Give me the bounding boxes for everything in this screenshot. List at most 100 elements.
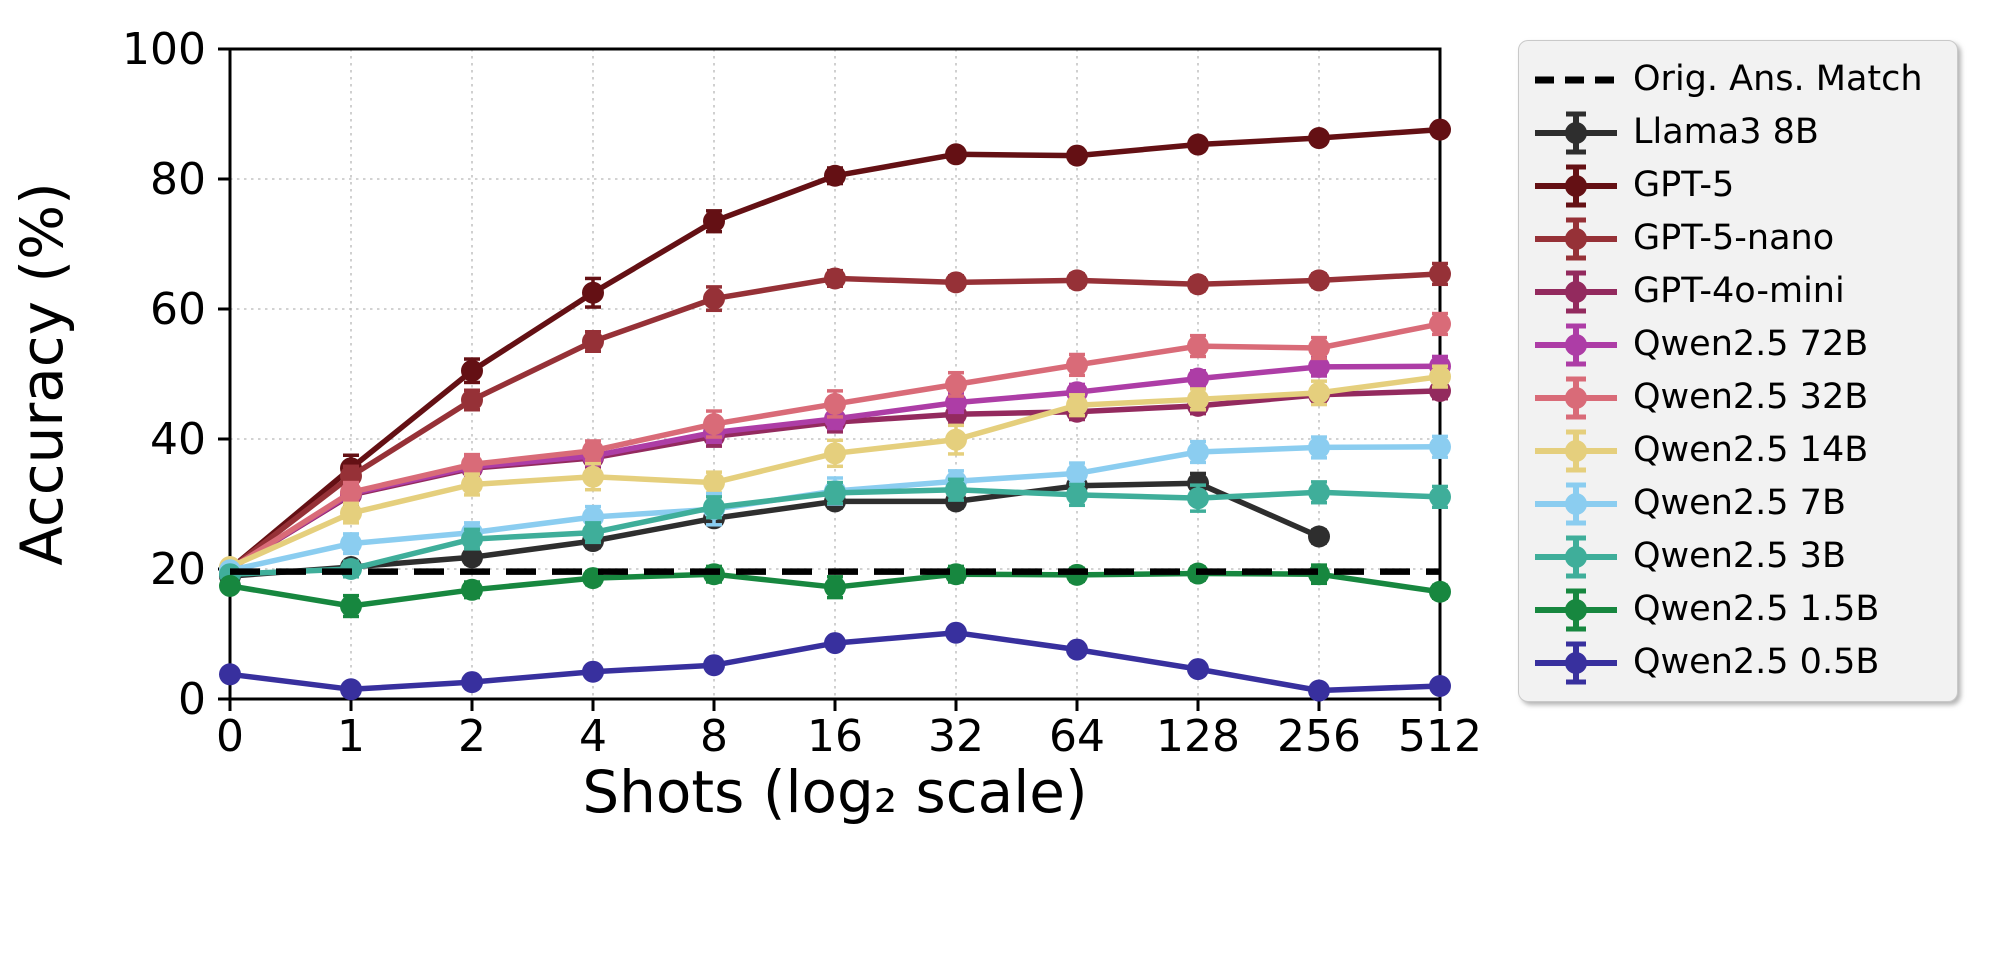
legend-item-qwen2-5-7b: Qwen2.5 7B bbox=[1533, 477, 1941, 530]
y-tick-label: 100 bbox=[122, 24, 206, 75]
data-point bbox=[340, 502, 362, 525]
data-point bbox=[1429, 580, 1451, 603]
legend-label: Qwen2.5 7B bbox=[1633, 483, 1846, 523]
series-layer bbox=[219, 118, 1451, 702]
legend-label: Qwen2.5 14B bbox=[1633, 430, 1869, 470]
data-point bbox=[1429, 485, 1451, 508]
x-tick-label: 128 bbox=[1156, 711, 1240, 762]
llama3-8b-legend-marker-icon bbox=[1535, 111, 1617, 154]
data-point bbox=[219, 574, 241, 597]
x-axis-label: Shots (log₂ scale) bbox=[582, 758, 1087, 826]
qwen2-5-14b-legend-marker-icon bbox=[1535, 429, 1617, 472]
data-point bbox=[582, 439, 604, 462]
data-point bbox=[703, 654, 725, 677]
data-point bbox=[1187, 388, 1209, 411]
qwen2-5-0-5b-legend-marker-icon bbox=[1535, 641, 1617, 684]
series-qwen2-5-0-5b bbox=[219, 621, 1451, 702]
data-point bbox=[582, 465, 604, 488]
data-point bbox=[824, 632, 846, 655]
legend-label: Qwen2.5 3B bbox=[1633, 536, 1846, 576]
data-point bbox=[340, 481, 362, 504]
legend-label: Qwen2.5 72B bbox=[1633, 324, 1869, 364]
data-point bbox=[703, 210, 725, 233]
data-point bbox=[461, 359, 483, 382]
data-point bbox=[1308, 481, 1330, 504]
data-point bbox=[945, 478, 967, 501]
data-point bbox=[461, 546, 483, 569]
data-point bbox=[1429, 312, 1451, 335]
data-point bbox=[1187, 441, 1209, 463]
legend-label: GPT-4o-mini bbox=[1633, 271, 1845, 311]
data-point bbox=[945, 428, 967, 451]
data-point bbox=[945, 143, 967, 166]
legend-item-qwen2-5-1-5b: Qwen2.5 1.5B bbox=[1533, 583, 1941, 636]
data-point bbox=[945, 621, 967, 644]
data-point bbox=[824, 576, 846, 599]
data-point bbox=[1187, 367, 1209, 390]
data-point bbox=[1187, 658, 1209, 681]
x-tick-label: 1 bbox=[337, 711, 365, 762]
legend-item-qwen2-5-14b: Qwen2.5 14B bbox=[1533, 424, 1941, 477]
legend-item-llama3-8b: Llama3 8B bbox=[1533, 106, 1941, 159]
y-tick-label: 0 bbox=[178, 674, 206, 725]
x-tick-label: 32 bbox=[928, 711, 984, 762]
x-tick-label: 16 bbox=[807, 711, 863, 762]
legend-label: Qwen2.5 32B bbox=[1633, 377, 1869, 417]
data-point bbox=[582, 521, 604, 544]
data-point bbox=[461, 528, 483, 551]
data-point bbox=[703, 471, 725, 494]
data-point bbox=[1429, 435, 1451, 458]
legend-label: GPT-5-nano bbox=[1633, 218, 1835, 258]
data-point bbox=[824, 481, 846, 504]
data-point bbox=[1429, 365, 1451, 388]
qwen2-5-72b-legend-marker-icon bbox=[1535, 323, 1617, 366]
data-point bbox=[1308, 269, 1330, 292]
x-tick-label: 256 bbox=[1277, 711, 1361, 762]
data-point bbox=[1429, 675, 1451, 697]
data-point bbox=[461, 389, 483, 411]
data-point bbox=[824, 392, 846, 415]
data-point bbox=[582, 660, 604, 683]
data-point bbox=[1187, 133, 1209, 156]
data-point bbox=[824, 267, 846, 290]
data-point bbox=[1187, 487, 1209, 510]
x-tick-label: 64 bbox=[1049, 711, 1105, 762]
data-point bbox=[1429, 262, 1451, 285]
data-point bbox=[1066, 462, 1088, 485]
legend-item-qwen2-5-0-5b: Qwen2.5 0.5B bbox=[1533, 636, 1941, 689]
data-point bbox=[1066, 638, 1088, 661]
legend-label: GPT-5 bbox=[1633, 165, 1735, 205]
legend-item-gpt-5: GPT-5 bbox=[1533, 159, 1941, 212]
data-point bbox=[461, 578, 483, 601]
data-point bbox=[1308, 355, 1330, 378]
axes bbox=[218, 47, 1442, 711]
gpt-5-nano-legend-marker-icon bbox=[1535, 217, 1617, 260]
data-point bbox=[219, 663, 241, 686]
data-point bbox=[945, 271, 967, 294]
data-point bbox=[582, 281, 604, 304]
data-point bbox=[703, 413, 725, 436]
x-tick-label: 2 bbox=[458, 711, 486, 762]
data-point bbox=[461, 453, 483, 476]
data-point bbox=[1066, 483, 1088, 506]
data-point bbox=[945, 373, 967, 396]
data-point bbox=[1308, 525, 1330, 548]
y-tick-label: 60 bbox=[150, 284, 206, 335]
legend-label: Llama3 8B bbox=[1633, 112, 1819, 152]
data-point bbox=[1187, 335, 1209, 358]
data-point bbox=[1308, 436, 1330, 459]
gpt-4o-mini-legend-marker-icon bbox=[1535, 270, 1617, 313]
x-tick-label: 8 bbox=[700, 711, 728, 762]
legend-item-qwen2-5-32b: Qwen2.5 32B bbox=[1533, 371, 1941, 424]
gridlines bbox=[230, 49, 1440, 699]
data-point bbox=[1308, 127, 1330, 150]
legend: Orig. Ans. Match Llama3 8B GPT-5 GPT-5-nano… bbox=[1518, 40, 1958, 702]
data-point bbox=[703, 496, 725, 519]
data-point bbox=[340, 595, 362, 618]
legend-label: Orig. Ans. Match bbox=[1633, 59, 1923, 99]
data-point bbox=[1066, 394, 1088, 417]
legend-label: Qwen2.5 1.5B bbox=[1633, 589, 1880, 629]
legend-label: Qwen2.5 0.5B bbox=[1633, 642, 1880, 682]
data-point bbox=[340, 532, 362, 555]
